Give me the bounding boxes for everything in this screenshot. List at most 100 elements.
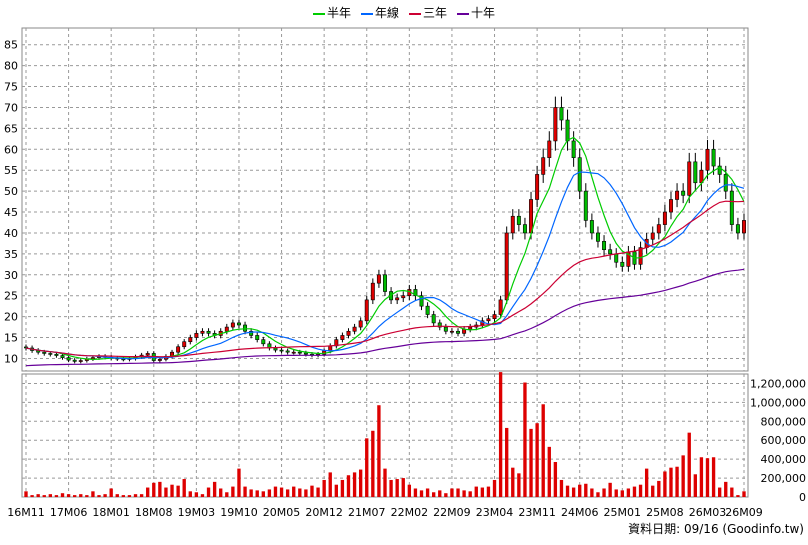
candle-body	[602, 241, 607, 250]
volume-bar	[529, 428, 533, 497]
x-tick-label: 18M08	[135, 506, 173, 519]
volume-tick-label: 800,000	[761, 415, 807, 428]
volume-bar	[602, 488, 606, 497]
candle-body	[224, 326, 229, 332]
volume-bar	[644, 468, 649, 497]
candle-body	[547, 140, 552, 158]
candle-body	[395, 297, 400, 301]
volume-bar	[133, 494, 138, 497]
candle-body	[656, 224, 661, 234]
volume-bar	[401, 478, 405, 497]
volume-bar	[285, 489, 290, 497]
volume-bar	[121, 495, 126, 497]
volume-bar	[626, 488, 631, 497]
ma-line-3	[25, 200, 745, 358]
legend-swatch	[360, 12, 373, 15]
volume-bar	[578, 484, 582, 497]
candle-body	[729, 190, 734, 225]
x-tick-label: 20M12	[305, 506, 343, 519]
candle-body	[425, 305, 430, 315]
legend-swatch	[312, 12, 325, 15]
candle-body	[358, 320, 363, 328]
candle-body	[364, 299, 369, 322]
volume-bar	[219, 488, 223, 497]
volume-bar	[231, 486, 235, 497]
volume-bar	[486, 486, 491, 497]
volume-bar	[146, 487, 150, 497]
legend-swatch	[409, 12, 421, 15]
x-tick-label: 24M06	[561, 506, 599, 519]
volume-bar	[395, 479, 399, 497]
candle-body	[510, 215, 515, 234]
x-tick-label: 21M07	[348, 506, 386, 519]
candle-body	[413, 289, 418, 297]
candle-body	[468, 326, 473, 330]
volume-bar	[425, 488, 430, 497]
legend-label: 三年	[423, 6, 448, 20]
volume-bar	[547, 446, 551, 497]
volume-bar	[24, 491, 28, 497]
volume-bar	[468, 491, 472, 497]
candle-body	[486, 318, 491, 322]
candle-body	[66, 357, 71, 361]
volume-bar	[462, 490, 466, 497]
candle-body	[638, 247, 643, 265]
candle-body	[735, 224, 740, 234]
volume-bar	[273, 486, 278, 497]
volume-bar	[346, 475, 351, 497]
candle-body	[571, 140, 576, 158]
volume-bar	[699, 457, 704, 497]
candle-body	[522, 224, 527, 234]
volume-bar	[304, 489, 308, 497]
legend-item: 半年	[312, 4, 351, 21]
candle-body	[620, 261, 625, 267]
volume-bar	[730, 487, 734, 497]
price-tick-label: 75	[4, 81, 18, 94]
volume-bar	[523, 382, 527, 497]
candle-body	[48, 353, 53, 355]
volume-bar	[584, 483, 588, 497]
volume-bar	[292, 486, 296, 497]
volume-bar	[261, 491, 265, 497]
x-tick-label: 23M04	[476, 506, 514, 519]
candle-body	[559, 107, 564, 121]
price-tick-label: 40	[4, 227, 18, 240]
volume-bar	[608, 482, 612, 497]
candle-body	[236, 322, 241, 326]
legend-swatch	[457, 12, 470, 15]
volume-bar	[736, 495, 740, 497]
volume-bar	[316, 487, 320, 497]
x-tick-label: 25M01	[604, 506, 642, 519]
candle-body	[182, 341, 187, 348]
volume-bar	[328, 472, 332, 497]
candle-body	[273, 347, 278, 351]
candle-body	[456, 330, 460, 334]
volume-bar	[85, 495, 89, 497]
volume-bar	[225, 492, 229, 497]
volume-bar	[115, 494, 119, 497]
volume-bar	[267, 489, 272, 497]
ma-line-2	[25, 171, 745, 360]
volume-bar	[687, 432, 691, 497]
price-tick-label: 60	[4, 143, 18, 156]
candle-body	[541, 157, 546, 175]
volume-bar	[571, 487, 576, 497]
data-date-note: 資料日期: 09/16 (Goodinfo.tw)	[628, 522, 804, 536]
candle-body	[608, 249, 613, 255]
volume-bar	[73, 495, 77, 497]
price-tick-label: 35	[4, 248, 18, 261]
candle-body	[42, 351, 47, 354]
candle-body	[614, 253, 619, 263]
price-tick-label: 65	[4, 122, 18, 135]
volume-bar	[310, 485, 314, 497]
candle-body	[717, 165, 722, 175]
volume-bar	[742, 491, 746, 497]
volume-bar	[365, 438, 369, 497]
x-tick-label: 22M09	[433, 506, 471, 519]
volume-bar	[498, 372, 503, 497]
candle-body	[681, 190, 686, 196]
candle-body	[176, 346, 181, 353]
volume-bar	[237, 468, 241, 497]
legend-label: 年線	[374, 6, 399, 20]
